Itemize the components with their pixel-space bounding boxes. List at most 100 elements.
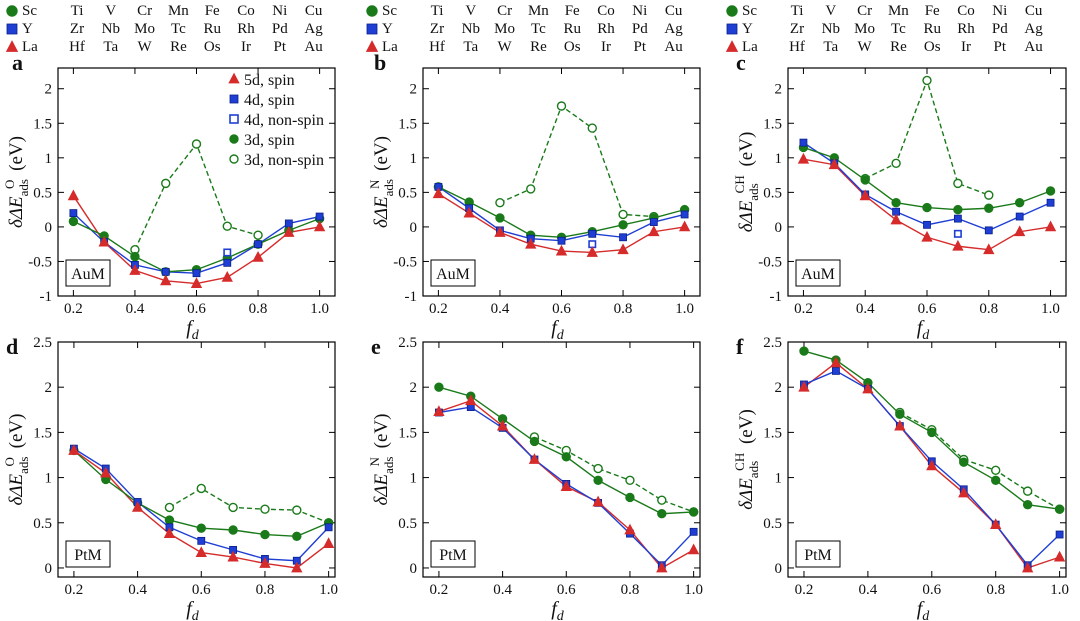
y-label-unit: (eV) [736,132,757,172]
y-label-delta: δΔE [371,196,392,228]
x-axis-label: fd [186,317,200,343]
x-axis-label-main: f [551,317,559,339]
legend-label: 5d, spin [244,72,295,89]
row-marker-La [725,40,739,52]
data-point [129,264,141,275]
y-tick-label: 1 [410,471,418,487]
data-point [283,226,295,237]
y-tick-label: 0.5 [33,516,52,532]
data-point [525,237,537,249]
legend-label: 3d, non-spin [244,152,324,169]
data-point [253,230,263,240]
data-point [859,189,871,201]
element-label: Fe [565,3,580,19]
element-label: Ti [71,3,84,19]
x-axis-label-sub: d [557,328,565,343]
data-point [689,527,698,536]
x-tick-label: 0.6 [187,301,206,317]
data-point [68,216,79,227]
element-label: Ti [431,3,444,19]
data-point [221,270,233,282]
y-tick-label: 2.5 [33,335,52,351]
series-line-4d-spin [803,142,1051,232]
data-point [587,123,597,133]
data-point [98,235,110,247]
data-point [260,504,270,514]
x-axis-label-sub: d [922,328,930,343]
element-label: Ru [203,21,221,37]
data-point [687,543,700,555]
x-axis-label: fd [917,598,931,621]
x-tick-label: 0.2 [794,301,813,317]
x-axis-label-sub: d [557,609,565,621]
data-point [67,189,80,201]
series-line-3d-non-spin [864,78,990,196]
system-label: AuM [801,266,835,283]
y-tick-label: -0.5 [758,254,782,270]
data-point [1044,220,1057,232]
system-label: PtM [804,547,832,564]
y-tick-label: 2 [45,380,53,396]
data-point [923,220,931,229]
data-point [496,419,509,431]
y-tick-label: 0 [45,561,53,577]
element-label: Fe [925,3,940,19]
x-tick-label: 0.2 [64,301,83,317]
x-tick-label: 0.8 [986,582,1005,598]
data-point [465,394,477,406]
x-tick-label: 0.8 [621,582,640,598]
element-label: Ir [241,39,251,55]
legend-marker [229,134,239,144]
y-label-delta: δΔE [6,473,27,505]
element-label: Co [597,3,615,19]
element-label: Re [530,39,547,55]
system-label-box [65,259,111,287]
data-point [556,101,567,111]
data-point [292,505,302,515]
data-point [529,436,540,447]
data-point [649,218,658,226]
series-line-3d-non-spin [534,436,694,513]
row-marker-Sc [726,5,738,17]
element-label: Mn [528,3,549,19]
data-point [984,190,994,200]
data-point [223,258,232,267]
data-point [432,187,445,199]
x-axis-label-main: f [917,598,925,620]
data-point [678,220,691,232]
data-point [990,518,1002,529]
y-tick-label: 0.5 [398,185,417,201]
element-label: Cr [137,3,152,19]
x-tick-label: 1.0 [319,582,338,598]
y-tick-label: -0.5 [28,254,52,270]
data-point [259,557,271,568]
data-point [953,178,963,189]
y-tick-label: 2 [775,82,783,98]
y-tick-label: 1.5 [763,116,782,132]
element-label: Ag [664,21,683,37]
data-point [922,202,932,213]
x-tick-label: 0.6 [192,582,211,598]
y-label-sub: ads [16,457,31,474]
y-axis-label: δΔEadsO (eV) [2,414,31,506]
series-line-3d-non-spin [169,487,329,524]
x-axis-label-sub: d [192,328,200,343]
panel-a: a -1 -0.5 0 0.5 1 1.5 2 0.2 0.4 0.6 0.8 1.0 fd δΔEadsO… [2,50,336,343]
element-label: Tc [171,21,186,37]
panel-letter: a [12,50,23,75]
element-label: Zr [790,21,804,37]
y-tick-label: 2 [410,82,418,98]
y-label-delta: δΔE [736,200,757,232]
data-point [557,236,566,245]
legend: 5d, spin 4d, spin 4d, non-spin 3d, spin 3d, … [228,72,324,169]
data-point [196,483,206,494]
element-label: Ir [601,39,611,55]
data-point [890,213,902,225]
data-point [799,138,808,147]
element-label: Au [304,39,323,55]
element-label: Ti [791,3,804,19]
data-point [284,219,293,228]
element-label: Ta [823,39,838,55]
data-point [680,210,689,219]
y-tick-label: 0 [410,561,418,577]
